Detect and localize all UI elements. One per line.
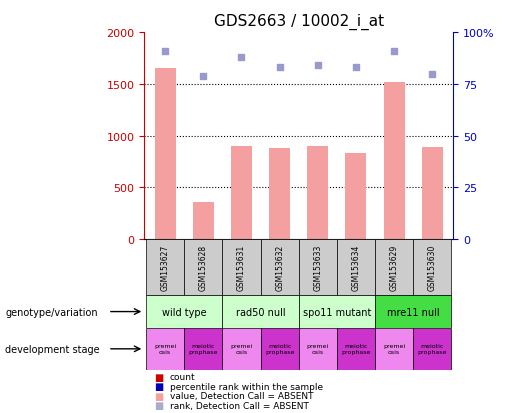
Bar xyxy=(413,240,451,295)
Bar xyxy=(299,328,337,370)
Point xyxy=(352,65,360,71)
Bar xyxy=(375,328,413,370)
Text: GSM153631: GSM153631 xyxy=(237,244,246,290)
Text: wild type: wild type xyxy=(162,307,207,317)
Text: GSM153633: GSM153633 xyxy=(313,244,322,291)
Text: premei
osis: premei osis xyxy=(383,344,405,354)
Text: ■: ■ xyxy=(154,381,164,391)
Bar xyxy=(261,240,299,295)
Text: percentile rank within the sample: percentile rank within the sample xyxy=(170,382,323,391)
Bar xyxy=(222,295,299,328)
Text: value, Detection Call = ABSENT: value, Detection Call = ABSENT xyxy=(170,391,314,400)
Bar xyxy=(146,240,184,295)
Bar xyxy=(146,328,184,370)
Bar xyxy=(307,147,328,240)
Bar xyxy=(346,154,366,240)
Text: meiotic
prophase: meiotic prophase xyxy=(341,344,371,354)
Point xyxy=(390,48,398,55)
Bar xyxy=(231,147,252,240)
Bar xyxy=(422,148,443,240)
Bar xyxy=(222,240,261,295)
Bar xyxy=(261,328,299,370)
Text: count: count xyxy=(170,372,196,381)
Bar xyxy=(337,240,375,295)
Bar xyxy=(184,240,222,295)
Point xyxy=(314,63,322,69)
Text: meiotic
prophase: meiotic prophase xyxy=(418,344,447,354)
Point xyxy=(199,73,208,80)
Text: GSM153632: GSM153632 xyxy=(275,244,284,290)
Bar xyxy=(193,202,214,240)
Bar xyxy=(299,295,375,328)
Text: rad50 null: rad50 null xyxy=(236,307,285,317)
Point xyxy=(276,65,284,71)
Text: ■: ■ xyxy=(154,372,164,382)
Text: ■: ■ xyxy=(154,400,164,410)
Text: genotype/variation: genotype/variation xyxy=(5,307,98,317)
Bar xyxy=(269,149,290,240)
Bar xyxy=(154,69,176,240)
Bar xyxy=(384,83,405,240)
Bar xyxy=(375,240,413,295)
Text: meiotic
prophase: meiotic prophase xyxy=(265,344,294,354)
Text: GSM153630: GSM153630 xyxy=(428,244,437,291)
Bar xyxy=(375,295,451,328)
Point xyxy=(161,48,169,55)
Text: GSM153634: GSM153634 xyxy=(351,244,360,291)
Text: premei
osis: premei osis xyxy=(154,344,176,354)
Text: rank, Detection Call = ABSENT: rank, Detection Call = ABSENT xyxy=(170,401,309,410)
Text: GSM153629: GSM153629 xyxy=(389,244,399,290)
Text: mre11 null: mre11 null xyxy=(387,307,439,317)
Bar xyxy=(337,328,375,370)
Title: GDS2663 / 10002_i_at: GDS2663 / 10002_i_at xyxy=(214,14,384,30)
Bar xyxy=(184,328,222,370)
Point xyxy=(428,71,436,78)
Text: premei
osis: premei osis xyxy=(307,344,329,354)
Text: GSM153628: GSM153628 xyxy=(199,244,208,290)
Bar xyxy=(146,295,222,328)
Bar xyxy=(413,328,451,370)
Bar xyxy=(299,240,337,295)
Text: ■: ■ xyxy=(154,391,164,401)
Text: GSM153627: GSM153627 xyxy=(161,244,169,290)
Text: spo11 mutant: spo11 mutant xyxy=(303,307,371,317)
Text: meiotic
prophase: meiotic prophase xyxy=(188,344,218,354)
Text: development stage: development stage xyxy=(5,344,100,354)
Point xyxy=(237,55,246,61)
Text: premei
osis: premei osis xyxy=(230,344,252,354)
Bar xyxy=(222,328,261,370)
